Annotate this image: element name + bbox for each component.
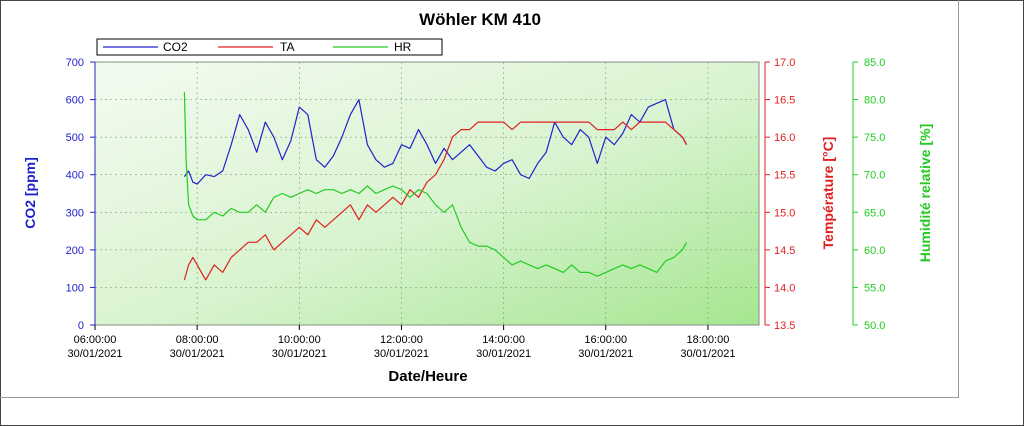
series-line-co2 <box>183 98 688 185</box>
x-tick-date-3: 30/01/2021 <box>374 348 429 360</box>
legend-label-ta: TA <box>280 40 294 54</box>
hr-axis-title: Humidité relative [%] <box>917 124 933 262</box>
ta-tick-label-7: 17.0 <box>774 57 795 69</box>
hr-axis-ticks: 50.0 55.0 60.0 65.0 70.0 75.0 80.0 85.0 <box>853 57 885 332</box>
x-tick-time-2: 10:00:00 <box>278 334 321 346</box>
series-line-hr <box>183 92 688 277</box>
x-axis-title: Date/Heure <box>388 368 467 385</box>
ta-tick-label-1: 14.0 <box>774 282 795 294</box>
x-tick-time-0: 06:00:00 <box>74 334 117 346</box>
co2-tick-label-5: 500 <box>66 132 84 144</box>
series-line-ta <box>183 121 688 281</box>
x-tick-date-4: 30/01/2021 <box>476 348 531 360</box>
x-tick-date-0: 30/01/2021 <box>67 348 122 360</box>
co2-tick-label-7: 700 <box>66 57 84 69</box>
co2-axis-ticks: 0 100 200 300 400 500 600 700 <box>66 57 95 332</box>
x-tick-time-5: 16:00:00 <box>584 334 627 346</box>
ta-axis-ticks: 13.5 14.0 14.5 15.0 15.5 16.0 16.5 17.0 <box>765 57 795 332</box>
x-tick-date-6: 30/01/2021 <box>680 348 735 360</box>
hr-tick-label-6: 80.0 <box>864 95 885 107</box>
ta-tick-label-3: 15.0 <box>774 207 795 219</box>
ta-axis-title: Température [°C] <box>820 137 836 250</box>
ta-tick-label-0: 13.5 <box>774 320 795 332</box>
hr-tick-label-7: 85.0 <box>864 57 885 69</box>
series-group <box>183 92 688 281</box>
ta-tick-label-2: 14.5 <box>774 245 795 257</box>
hr-tick-label-0: 50.0 <box>864 320 885 332</box>
x-tick-date-1: 30/01/2021 <box>170 348 225 360</box>
legend: CO2 TA HR <box>96 38 443 56</box>
legend-label-hr: HR <box>394 40 412 54</box>
ta-tick-label-4: 15.5 <box>774 170 795 182</box>
hr-tick-label-5: 75.0 <box>864 132 885 144</box>
hr-tick-label-3: 65.0 <box>864 207 885 219</box>
co2-tick-label-0: 0 <box>78 320 84 332</box>
co2-tick-label-4: 400 <box>66 170 84 182</box>
frame-divider-vertical <box>958 0 959 398</box>
x-tick-date-2: 30/01/2021 <box>272 348 327 360</box>
frame-divider-horizontal <box>0 397 959 398</box>
x-tick-date-5: 30/01/2021 <box>578 348 633 360</box>
co2-tick-label-6: 600 <box>66 95 84 107</box>
co2-tick-label-3: 300 <box>66 207 84 219</box>
x-tick-time-4: 14:00:00 <box>482 334 525 346</box>
co2-tick-label-1: 100 <box>66 282 84 294</box>
x-axis-ticks: 06:00:00 30/01/2021 08:00:00 30/01/2021 10:0… <box>67 325 735 360</box>
x-tick-time-6: 18:00:00 <box>687 334 730 346</box>
hr-tick-label-1: 55.0 <box>864 282 885 294</box>
co2-axis-title: CO2 [ppm] <box>22 157 38 229</box>
co2-tick-label-2: 200 <box>66 245 84 257</box>
x-tick-time-3: 12:00:00 <box>380 334 423 346</box>
x-tick-time-1: 08:00:00 <box>176 334 219 346</box>
chart-title: Wöhler KM 410 <box>419 10 541 29</box>
ta-tick-label-6: 16.5 <box>774 95 795 107</box>
ta-tick-label-5: 16.0 <box>774 132 795 144</box>
hr-tick-label-4: 70.0 <box>864 170 885 182</box>
legend-label-co2: CO2 <box>163 40 188 54</box>
hr-tick-label-2: 60.0 <box>864 245 885 257</box>
